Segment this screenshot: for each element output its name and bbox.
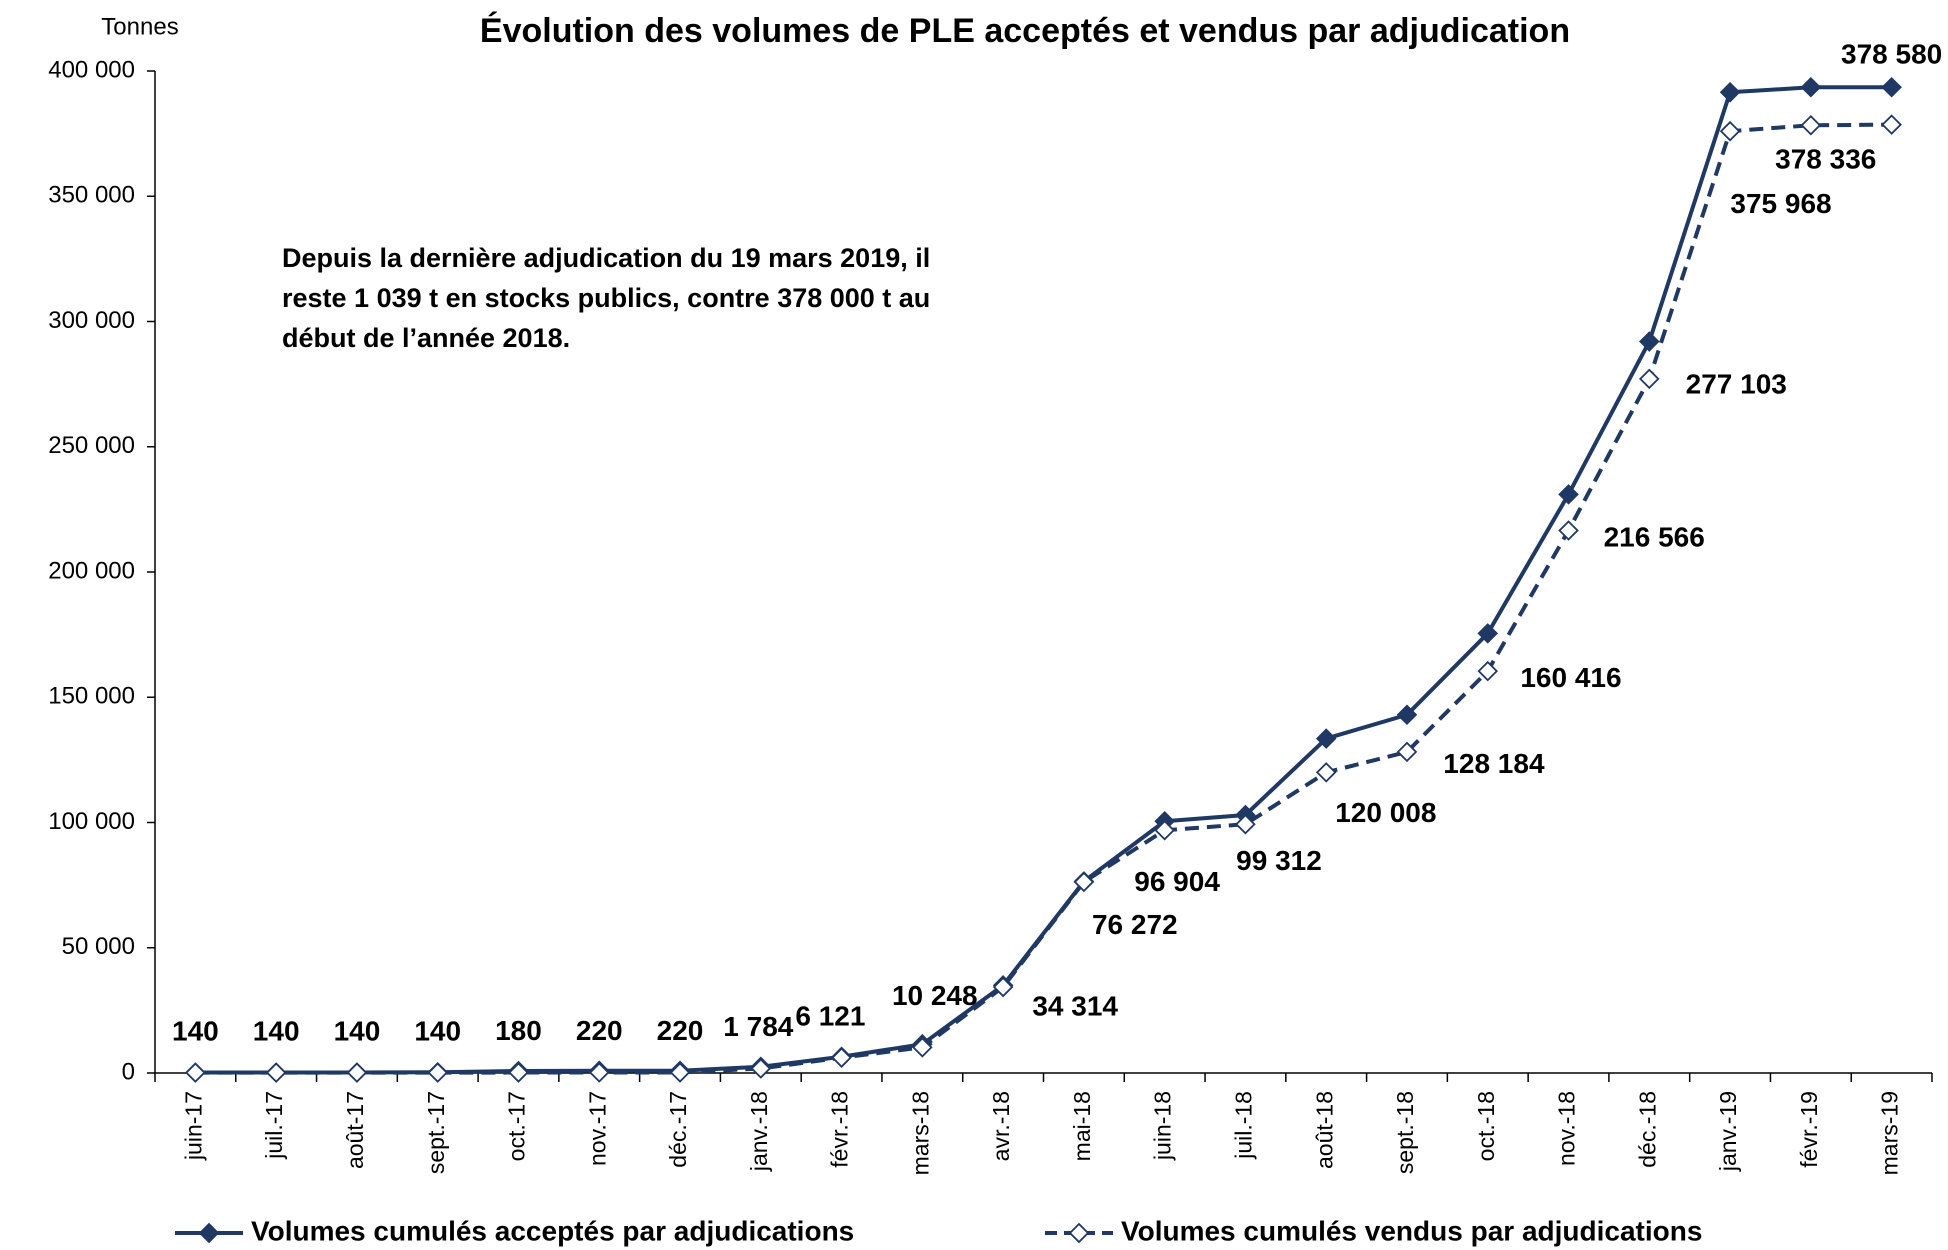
marker [1073,871,1095,893]
x-tick-label: août-17 [342,1091,368,1169]
y-tick-label: 0 [122,1058,135,1085]
x-tick-label: avr.-18 [988,1091,1014,1161]
data-label: 6 121 [795,1000,865,1031]
data-label: 140 [414,1015,461,1046]
y-tick-label: 250 000 [48,432,135,459]
marker [508,1062,529,1083]
marker [1881,77,1902,98]
marker [1558,484,1579,505]
x-tick-label: mars-19 [1877,1091,1903,1175]
marker [912,1037,933,1058]
x-tick-label: févr.-18 [827,1091,853,1168]
x-tick-label: janv.-19 [1715,1091,1741,1172]
marker [669,1062,691,1083]
x-tick-label: mars-18 [907,1091,933,1175]
marker [265,1062,287,1083]
data-label: 99 312 [1236,845,1322,876]
data-label: 140 [334,1015,381,1046]
marker [1639,331,1660,352]
y-tick-label: 300 000 [48,307,135,334]
x-tick-label: juin-17 [180,1091,206,1161]
data-label: 128 184 [1443,748,1545,779]
marker [1477,660,1499,682]
annotation: Depuis la dernière adjudication du 19 ma… [282,243,930,273]
legend-label: Volumes cumulés acceptés par adjudicatio… [251,1215,854,1246]
y-tick-label: 150 000 [48,683,135,710]
data-label: 140 [253,1015,300,1046]
legend-marker [1068,1222,1090,1244]
data-label: 76 272 [1092,909,1178,940]
marker [588,1062,610,1083]
marker [1396,741,1418,763]
x-tick-label: déc.-17 [665,1091,691,1168]
annotation: début de l’année 2018. [282,323,570,353]
marker [1881,114,1902,135]
marker [427,1062,448,1083]
marker [346,1062,368,1083]
marker [185,1062,206,1083]
marker [1315,728,1337,749]
marker [1235,813,1256,835]
x-tick-label: nov.-18 [1554,1091,1580,1166]
data-label: 378 336 [1775,144,1876,175]
y-tick-label: 400 000 [48,56,135,83]
data-label: 277 103 [1686,369,1787,400]
data-label: 140 [172,1015,219,1046]
x-tick-label: févr.-19 [1796,1091,1822,1168]
y-tick-label: 50 000 [62,933,135,960]
marker [992,976,1014,998]
marker [831,1047,852,1068]
x-tick-label: juin-18 [1150,1091,1176,1161]
data-label: 10 248 [892,980,978,1011]
data-label: 120 008 [1335,797,1436,828]
x-tick-label: nov.-17 [584,1091,610,1166]
marker [1558,520,1579,541]
series-line [195,122,1892,1075]
x-tick-label: juil.-18 [1231,1091,1257,1160]
marker [1396,704,1418,726]
annotation: reste 1 039 t en stocks publics, contre … [282,283,930,313]
data-label: 34 314 [1032,991,1118,1022]
x-tick-label: sept.-17 [423,1091,449,1174]
data-label: 220 [576,1015,623,1046]
data-label: 1 784 [723,1011,793,1042]
x-tick-label: juil.-17 [261,1091,287,1160]
data-label: 378 580 [1841,39,1942,70]
data-label: 180 [495,1015,542,1046]
legend-label: Volumes cumulés vendus par adjudications [1121,1215,1702,1246]
x-tick-label: mai-18 [1069,1091,1095,1161]
x-tick-label: oct.-18 [1473,1091,1499,1161]
marker [1719,120,1741,142]
x-tick-label: oct.-17 [504,1091,530,1161]
legend-marker [198,1222,220,1244]
marker [1639,368,1660,390]
marker [1800,77,1822,98]
y-tick-label: 350 000 [48,182,135,209]
marker [1719,82,1741,103]
y-tick-label: 100 000 [48,808,135,835]
series-line [195,85,1892,1075]
marker [1800,114,1822,136]
marker [750,1058,772,1079]
x-tick-label: sept.-18 [1392,1091,1418,1174]
y-axis-label: Tonnes [101,13,178,40]
marker [1477,623,1499,644]
x-tick-label: déc.-18 [1634,1091,1660,1168]
x-tick-label: janv.-18 [746,1091,772,1172]
marker [1315,762,1337,783]
chart-title: Évolution des volumes de PLE acceptés et… [480,12,1570,50]
data-label: 96 904 [1134,866,1220,897]
y-tick-label: 200 000 [48,557,135,584]
marker [1154,819,1175,841]
data-label: 160 416 [1520,662,1621,693]
data-label: 375 968 [1730,188,1831,219]
data-label: 220 [657,1015,704,1046]
x-tick-label: août-18 [1311,1091,1337,1169]
data-label: 216 566 [1604,522,1705,553]
